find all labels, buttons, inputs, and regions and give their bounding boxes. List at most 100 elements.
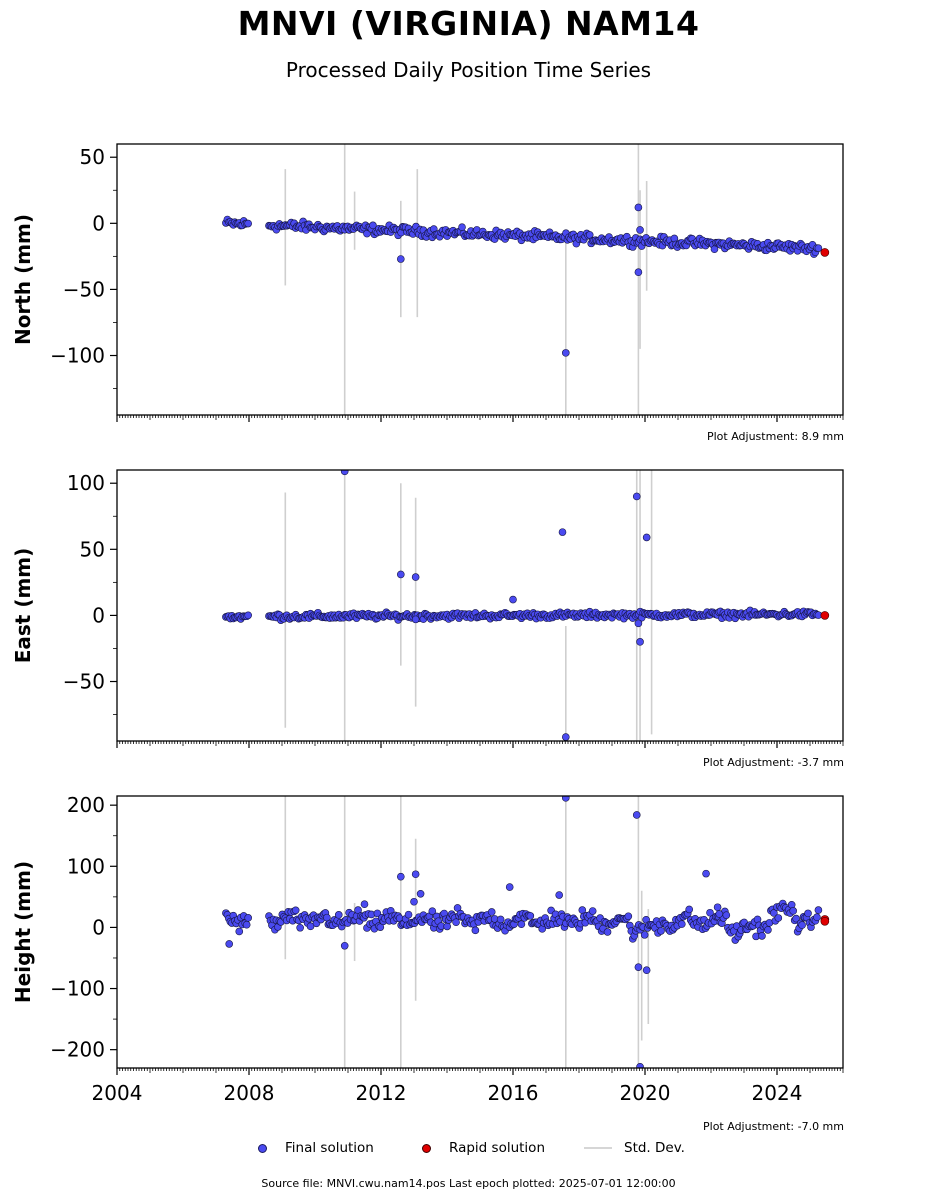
outlier-point (509, 595, 517, 604)
y-tick-label: −50 (63, 670, 105, 694)
final-point (369, 221, 377, 230)
plot-area-north (222, 144, 830, 415)
outlier-point (505, 883, 514, 891)
final-points-north (222, 203, 823, 357)
final-point (677, 920, 686, 928)
final-point (774, 914, 783, 922)
x-tick-label: 2012 (356, 1081, 407, 1105)
final-point (813, 913, 821, 922)
x-tick-label: 2008 (224, 1081, 275, 1105)
final-point (306, 922, 315, 931)
final-point (471, 926, 480, 935)
y-tick-label: 100 (67, 471, 105, 495)
final-point (428, 907, 437, 915)
outlier-point (396, 255, 405, 263)
outlier-point (713, 903, 722, 912)
final-point (722, 911, 731, 919)
legend-final-label: Final solution (285, 1140, 374, 1156)
outlier-point (636, 226, 644, 234)
outlier-point (411, 870, 420, 879)
y-tick-label: 0 (92, 603, 105, 627)
outlier-point (634, 203, 643, 212)
y-tick-label: −50 (63, 277, 105, 301)
final-point (291, 906, 300, 915)
outlier-point (360, 900, 369, 908)
adjustment-north: Plot Adjustment: 8.9 mm (706, 430, 844, 443)
y-tick-label: 0 (92, 915, 105, 939)
x-tick-label: 2004 (92, 1081, 143, 1105)
legend-std-line (584, 1147, 612, 1149)
outlier-point (396, 570, 405, 579)
panel-height: 200 100 0 −100 −200 Height (mm) 2004 2008 2012 20… (11, 793, 844, 1105)
y-axis-label-height: Height (mm) (11, 861, 35, 1003)
outlier-point (634, 619, 643, 628)
y-tick-label: 50 (80, 537, 105, 561)
outlier-point (555, 891, 564, 899)
final-point (458, 223, 466, 231)
final-point (334, 911, 343, 919)
outlier-point (561, 349, 570, 357)
adjustment-east: Plot Adjustment: -3.7 mm (703, 756, 844, 769)
final-point (244, 611, 252, 620)
outlier-point (632, 811, 641, 819)
final-point (603, 928, 612, 936)
outlier-point (642, 966, 651, 975)
outlier-point (632, 492, 641, 501)
plot-area-height (222, 796, 830, 1068)
legend-rapid-marker (422, 1143, 431, 1153)
plot-area-east (222, 470, 830, 741)
rapid-point (820, 248, 830, 257)
final-point (764, 926, 772, 934)
final-point (657, 927, 665, 935)
final-point (517, 920, 526, 928)
outlier-point (636, 1062, 644, 1068)
outlier-point (411, 573, 420, 581)
outlier-point (634, 963, 643, 971)
axes-frame-east (116, 469, 844, 742)
final-point (242, 920, 251, 929)
legend: Final solution Rapid solution Std. Dev. (240, 1138, 720, 1158)
legend-final-marker (258, 1143, 267, 1153)
page-title: MNVI (VIRGINIA) NAM14 (237, 4, 700, 43)
final-point (452, 918, 460, 926)
final-point (814, 906, 823, 914)
outlier-point (562, 796, 570, 802)
final-point (789, 907, 797, 915)
final-points-height (222, 796, 823, 1068)
legend-rapid-label: Rapid solution (449, 1140, 545, 1156)
page-subtitle: Processed Daily Position Time Series (285, 58, 652, 82)
final-point (624, 912, 633, 921)
legend-rapid: Rapid solution (422, 1138, 545, 1158)
outlier-point (636, 638, 644, 646)
final-point (235, 927, 244, 936)
final-point (373, 909, 382, 918)
outlier-point (642, 533, 651, 542)
y-axis-label-north: North (mm) (11, 214, 35, 345)
y-tick-label: 100 (67, 854, 105, 878)
final-point (792, 914, 800, 923)
y-tick-label: 200 (67, 793, 105, 817)
final-point (804, 909, 812, 918)
final-point (798, 921, 806, 929)
final-points-east (222, 470, 823, 741)
outlier-point (634, 268, 643, 277)
outlier-point (225, 940, 233, 948)
outlier-point (411, 615, 420, 624)
y-tick-label: 50 (80, 145, 105, 169)
x-tick-label: 2016 (488, 1081, 539, 1105)
axes-frame-north (116, 143, 844, 416)
final-point (244, 219, 252, 228)
outlier-point (416, 889, 425, 898)
final-point (588, 907, 597, 915)
rapid-point (820, 917, 830, 926)
final-point (296, 923, 304, 932)
y-tick-label: 0 (92, 211, 105, 235)
outlier-point (396, 872, 405, 881)
outlier-point (340, 941, 349, 950)
x-tick-label: 2024 (752, 1081, 803, 1105)
final-point (487, 908, 496, 916)
final-point (526, 912, 535, 920)
outlier-point (702, 869, 710, 878)
